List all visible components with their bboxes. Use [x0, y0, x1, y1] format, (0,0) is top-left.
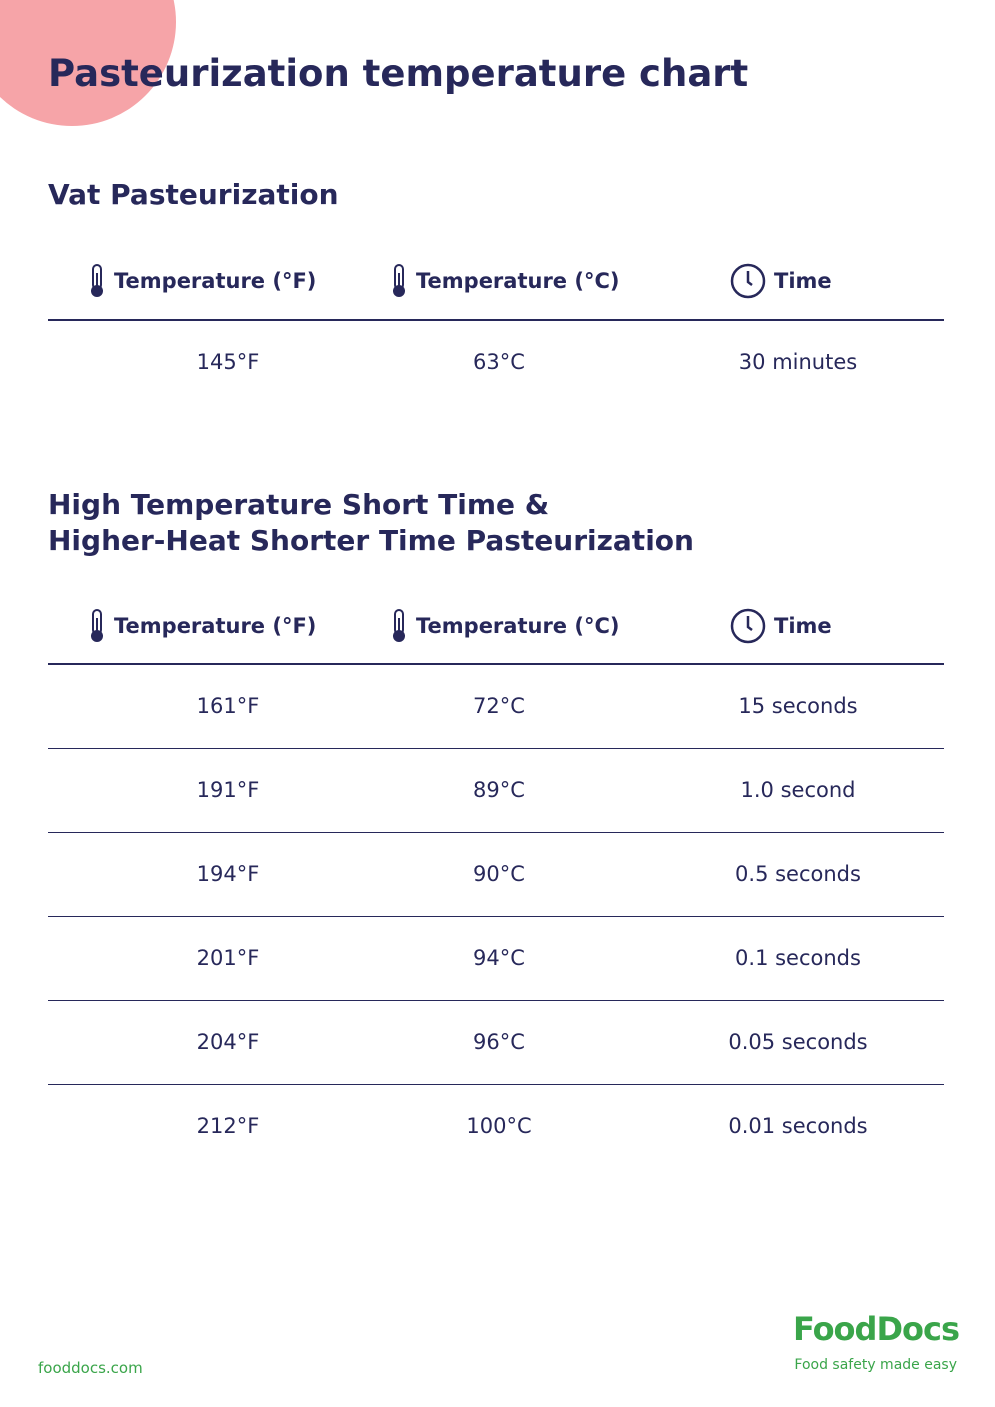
- column-header: Temperature (°F): [88, 608, 316, 644]
- table-cell: 0.5 seconds: [735, 862, 861, 886]
- thermometer-icon: [393, 264, 405, 297]
- column-header: Time: [730, 263, 832, 299]
- footer-url: fooddocs.com: [38, 1359, 143, 1377]
- table-cell: 1.0 second: [740, 778, 856, 802]
- table-cell: 191°F: [196, 778, 260, 802]
- table-cell: 30 minutes: [738, 350, 858, 374]
- column-header-text: Temperature (°F): [114, 614, 317, 638]
- thermometer-icon: [91, 609, 103, 642]
- table-cell: 0.05 seconds: [728, 1030, 868, 1054]
- table-cell: 145°F: [196, 350, 260, 374]
- row-rule: [48, 748, 944, 749]
- column-header: Temperature (°C): [390, 608, 619, 644]
- column-header: Temperature (°F): [88, 263, 316, 299]
- section-title: Higher-Heat Shorter Time Pasteurization: [48, 524, 694, 557]
- table-cell: 161°F: [196, 694, 260, 718]
- clock-icon: [730, 263, 766, 299]
- header-rule: [48, 319, 944, 321]
- section-title: High Temperature Short Time &: [48, 488, 550, 521]
- column-header-text: Time: [774, 269, 832, 293]
- table-cell: 100°C: [466, 1114, 532, 1138]
- row-rule: [48, 832, 944, 833]
- table-cell: 194°F: [196, 862, 260, 886]
- column-header: Time: [730, 608, 832, 644]
- logo: FoodDocs: [793, 1310, 960, 1348]
- column-header: Temperature (°C): [390, 263, 619, 299]
- table-cell: 0.1 seconds: [735, 946, 861, 970]
- page-title: Pasteurization temperature chart: [48, 52, 749, 95]
- row-rule: [48, 916, 944, 917]
- column-header-text: Temperature (°C): [416, 269, 620, 293]
- column-header-text: Temperature (°F): [114, 269, 317, 293]
- table-cell: 204°F: [196, 1030, 260, 1054]
- table-cell: 15 seconds: [738, 694, 858, 718]
- row-rule: [48, 1084, 944, 1085]
- table-cell: 0.01 seconds: [728, 1114, 868, 1138]
- table-cell: 72°C: [473, 694, 525, 718]
- column-header-text: Temperature (°C): [416, 614, 620, 638]
- clock-icon: [730, 608, 766, 644]
- table-cell: 90°C: [473, 862, 525, 886]
- thermometer-icon: [91, 264, 103, 297]
- tagline: Food safety made easy: [794, 1357, 957, 1373]
- table-cell: 94°C: [473, 946, 525, 970]
- table-cell: 212°F: [196, 1114, 260, 1138]
- row-rule: [48, 1000, 944, 1001]
- thermometer-icon: [393, 609, 405, 642]
- column-header-text: Time: [774, 614, 832, 638]
- table-cell: 63°C: [473, 350, 525, 374]
- header-rule: [48, 663, 944, 665]
- table-cell: 201°F: [196, 946, 260, 970]
- table-cell: 89°C: [473, 778, 525, 802]
- table-cell: 96°C: [473, 1030, 525, 1054]
- section-title: Vat Pasteurization: [48, 178, 339, 211]
